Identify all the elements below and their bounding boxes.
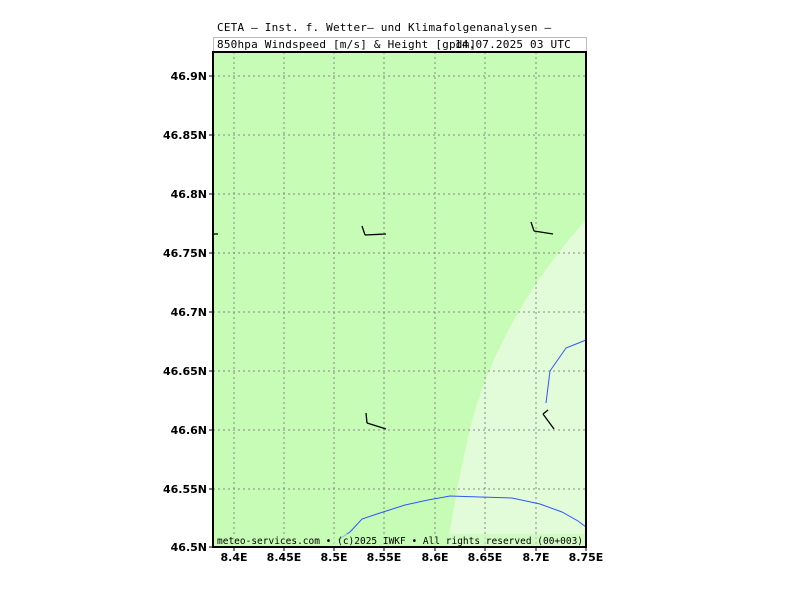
lon-label: 8.5E: [320, 551, 347, 564]
height-contour-2: [545, 339, 587, 404]
footer-band: [214, 534, 585, 546]
wind-barbs: [213, 221, 555, 430]
lon-label: 8.7E: [522, 551, 549, 564]
lat-label: 46.5N: [171, 541, 207, 554]
lat-label: 46.55N: [163, 483, 207, 496]
lat-label: 46.6N: [171, 424, 207, 437]
copyright-footer: meteo-services.com • (c)2025 IWKF • All …: [217, 536, 583, 547]
wind-barb: [530, 221, 554, 235]
lat-tick-marks: [209, 75, 213, 548]
lat-label: 46.65N: [163, 365, 207, 378]
map-frame: [212, 51, 587, 548]
wind-barb: [542, 409, 555, 430]
lat-label: 46.7N: [171, 306, 207, 319]
map-subtitle: 850hpa Windspeed [m/s] & Height [gpdm]: [217, 38, 477, 51]
lon-tick-labels: 8.4E 8.45E 8.5E 8.55E 8.6E 8.65E 8.7E 8.…: [220, 551, 603, 564]
valid-time: 14.07.2025 03 UTC: [455, 38, 571, 51]
lat-label: 46.8N: [171, 188, 207, 201]
lon-label: 8.55E: [367, 551, 402, 564]
lon-label: 8.65E: [468, 551, 503, 564]
wind-band-low: [447, 220, 586, 547]
title-frame: [213, 37, 587, 51]
lat-lon-grid: [213, 52, 586, 547]
lat-label: 46.85N: [163, 129, 207, 142]
wind-barb: [365, 412, 387, 430]
lat-tick-labels: 46.9N 46.85N 46.8N 46.75N 46.7N 46.65N 4…: [163, 70, 207, 554]
lon-tick-marks: [233, 547, 587, 551]
map-title: CETA — Inst. f. Wetter— und Klimafolgena…: [217, 21, 552, 34]
lon-label: 8.6E: [421, 551, 448, 564]
wind-barb: [361, 225, 387, 236]
lat-label: 46.75N: [163, 247, 207, 260]
height-contour-1: [337, 495, 587, 541]
lon-label: 8.45E: [267, 551, 302, 564]
lat-label: 46.9N: [171, 70, 207, 83]
lon-label: 8.4E: [220, 551, 247, 564]
lon-label: 8.75E: [569, 551, 604, 564]
